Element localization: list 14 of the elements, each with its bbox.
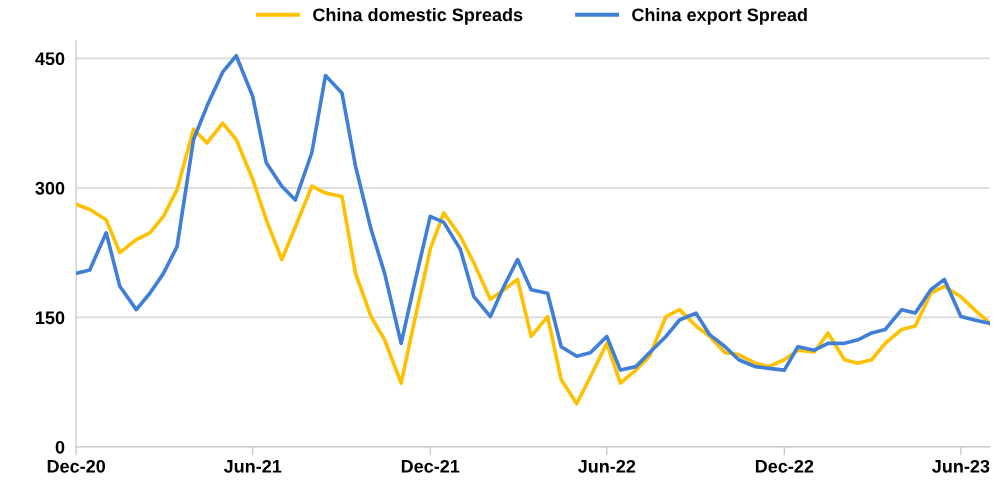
y-tick-label: 150 xyxy=(36,311,65,325)
x-tick-label: Dec-21 xyxy=(401,459,460,473)
x-tick-label: Jun-23 xyxy=(932,459,990,473)
y-tick-label: 300 xyxy=(35,181,65,195)
x-tick-label: Jun-22 xyxy=(577,459,636,473)
line-series xyxy=(76,121,990,406)
y-tick-label: 0 xyxy=(55,440,65,454)
x-tick-label: Dec-22 xyxy=(755,459,814,473)
x-tick-label: Dec-20 xyxy=(47,459,106,473)
legend-label: China export Spread xyxy=(632,7,807,25)
line-series xyxy=(76,53,990,372)
legend-label: China domestic Spreads xyxy=(313,7,523,25)
x-tick-label: Jun-21 xyxy=(223,459,282,473)
y-tick-label: 450 xyxy=(35,52,65,66)
